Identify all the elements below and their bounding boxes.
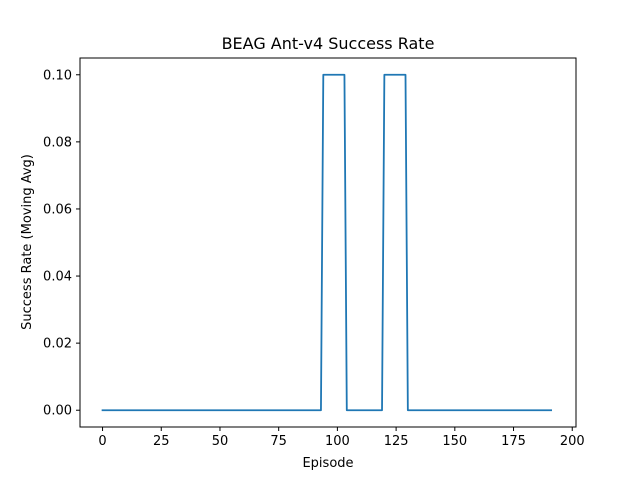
y-tick-label: 0.02 [43,337,72,352]
x-axis-label: Episode [302,456,353,471]
x-tick-label: 175 [501,434,526,449]
y-tick-label: 0.00 [43,404,72,419]
chart-title: BEAG Ant-v4 Success Rate [222,34,435,53]
x-tick-label: 25 [153,434,170,449]
x-tick-label: 50 [212,434,229,449]
y-axis-label: Success Rate (Moving Avg) [20,154,35,330]
axes-frame [79,57,577,428]
x-tick-label: 75 [270,434,287,449]
x-tick-label: 0 [98,434,106,449]
y-tick-label: 0.10 [43,68,72,83]
x-tick-label: 200 [560,434,585,449]
plot-area: 0 25 50 75 100 125 150 175 200 0.00 0.02 0.04 0.06 0.… [43,57,585,449]
y-tick-label: 0.08 [43,135,72,150]
x-tick-label: 150 [442,434,467,449]
x-tick-label: 125 [384,434,409,449]
x-tick-label: 100 [325,434,350,449]
y-tick-label: 0.04 [43,270,72,285]
series-line-1 [101,73,553,412]
y-tick-label: 0.06 [43,202,72,217]
